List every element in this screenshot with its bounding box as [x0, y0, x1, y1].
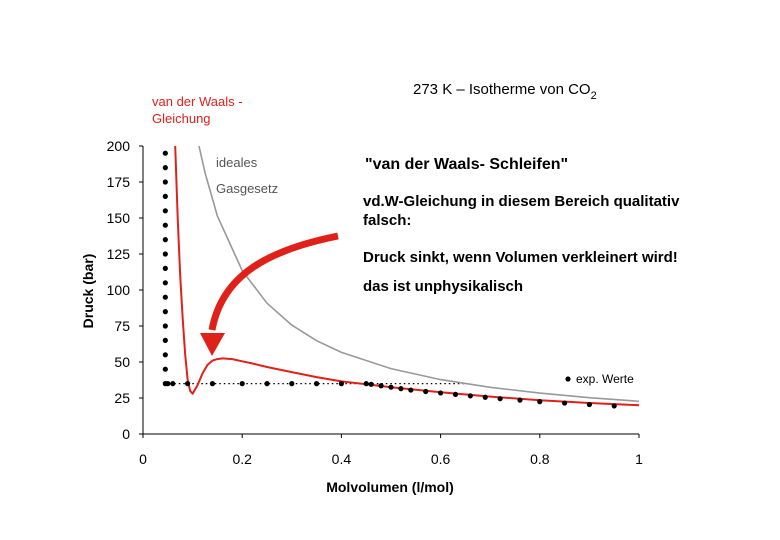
y-tick-label: 75 — [114, 318, 130, 334]
exp-data-point — [162, 352, 168, 358]
x-tick-label: 0.4 — [332, 451, 352, 467]
x-tick-label: 1 — [635, 451, 643, 467]
x-axis-label: Molvolumen (l/mol) — [326, 479, 454, 495]
ideal-gas-curve — [198, 145, 640, 403]
x-tick-label: 0.2 — [232, 451, 252, 467]
exp-data-point — [185, 381, 191, 387]
chart-title: 273 K – Isotherme von CO2 — [413, 81, 597, 102]
exp-data-point — [162, 265, 168, 271]
exp-data-point — [408, 387, 414, 393]
exp-data-point — [517, 397, 523, 403]
series-group — [162, 145, 640, 409]
exp-data-point — [209, 381, 216, 387]
legend: exp. Werte — [565, 372, 634, 386]
arrow-shaft — [208, 232, 339, 331]
chart-title-subscript: 2 — [591, 90, 597, 102]
exp-data-point — [162, 222, 168, 228]
exp-data-point — [388, 384, 394, 390]
vdw-curve — [174, 145, 640, 407]
exp-data-point — [289, 381, 295, 387]
y-axis-label: Druck (bar) — [80, 254, 96, 329]
vdw-label-line2: Gleichung — [152, 111, 211, 126]
y-tick-label: 150 — [107, 210, 131, 226]
exp-data-point — [162, 337, 168, 343]
exp-data-point — [162, 237, 168, 243]
annotation-loops: "van der Waals- Schleifen" — [365, 156, 568, 173]
arrow-head — [200, 333, 225, 356]
exp-data-point — [162, 323, 168, 329]
exp-data-point — [162, 309, 168, 315]
exp-data-point — [162, 165, 168, 171]
exp-data-point — [562, 400, 568, 406]
x-tick-label: 0.8 — [530, 451, 550, 467]
x-tick-label: 0.6 — [431, 451, 451, 467]
chart-title-main: 273 K – Isotherme von CO — [413, 81, 591, 98]
exp-data-point — [170, 381, 176, 387]
y-tick-label: 175 — [107, 174, 131, 190]
exp-data-point — [162, 294, 168, 300]
exp-data-point — [423, 388, 429, 395]
exp-data-point — [363, 381, 369, 387]
annotation-unphysical: das ist unphysikalisch — [363, 278, 523, 295]
exp-data-point — [611, 403, 617, 409]
exp-data-point — [537, 399, 543, 405]
legend-label: exp. Werte — [576, 372, 634, 386]
exp-data-point — [452, 391, 459, 397]
exp-data-point — [162, 193, 168, 199]
exp-data-point — [162, 208, 168, 214]
ideal-label-line1: ideales — [216, 155, 258, 170]
exp-data-point — [438, 390, 444, 396]
y-tick-label: 0 — [122, 426, 130, 442]
exp-data-point — [162, 280, 168, 286]
exp-data-point — [338, 381, 344, 387]
legend-marker — [565, 376, 571, 382]
exp-data-point — [314, 381, 320, 387]
y-tick-label: 100 — [107, 282, 131, 298]
exp-data-point — [162, 251, 168, 257]
vdw-label-line1: van der Waals - — [152, 94, 243, 109]
exp-data-point — [239, 381, 245, 387]
exp-data-point — [165, 381, 171, 387]
exp-data-point — [497, 396, 503, 402]
annotation-pressure-drop: Druck sinkt, wenn Volumen verkleinert wi… — [363, 249, 678, 266]
exp-data-point — [162, 366, 168, 372]
x-tick-label: 0 — [139, 451, 147, 467]
y-tick-label: 50 — [114, 354, 130, 370]
exp-data-point — [482, 394, 488, 400]
annotation-qualitative-line2: falsch: — [363, 212, 411, 229]
y-tick-label: 25 — [114, 390, 130, 406]
exp-data-point — [398, 386, 404, 392]
exp-data-point — [368, 381, 374, 387]
exp-data-point — [162, 179, 168, 185]
exp-data-point — [586, 401, 593, 408]
exp-data-point — [264, 381, 270, 387]
ideal-label-line2: Gasgesetz — [216, 181, 278, 196]
annotation-qualitative-line1: vd.W-Gleichung in diesem Bereich qualita… — [363, 193, 680, 210]
exp-data-point — [378, 383, 384, 389]
y-tick-label: 125 — [107, 246, 131, 262]
exp-data-point — [467, 393, 473, 399]
exp-data-point — [162, 150, 168, 156]
axes: 0 25 50 75 100 125 150 175 200 0 0.2 0.4 0.6 0.8 1 — [107, 138, 643, 467]
y-tick-label: 200 — [107, 138, 131, 154]
